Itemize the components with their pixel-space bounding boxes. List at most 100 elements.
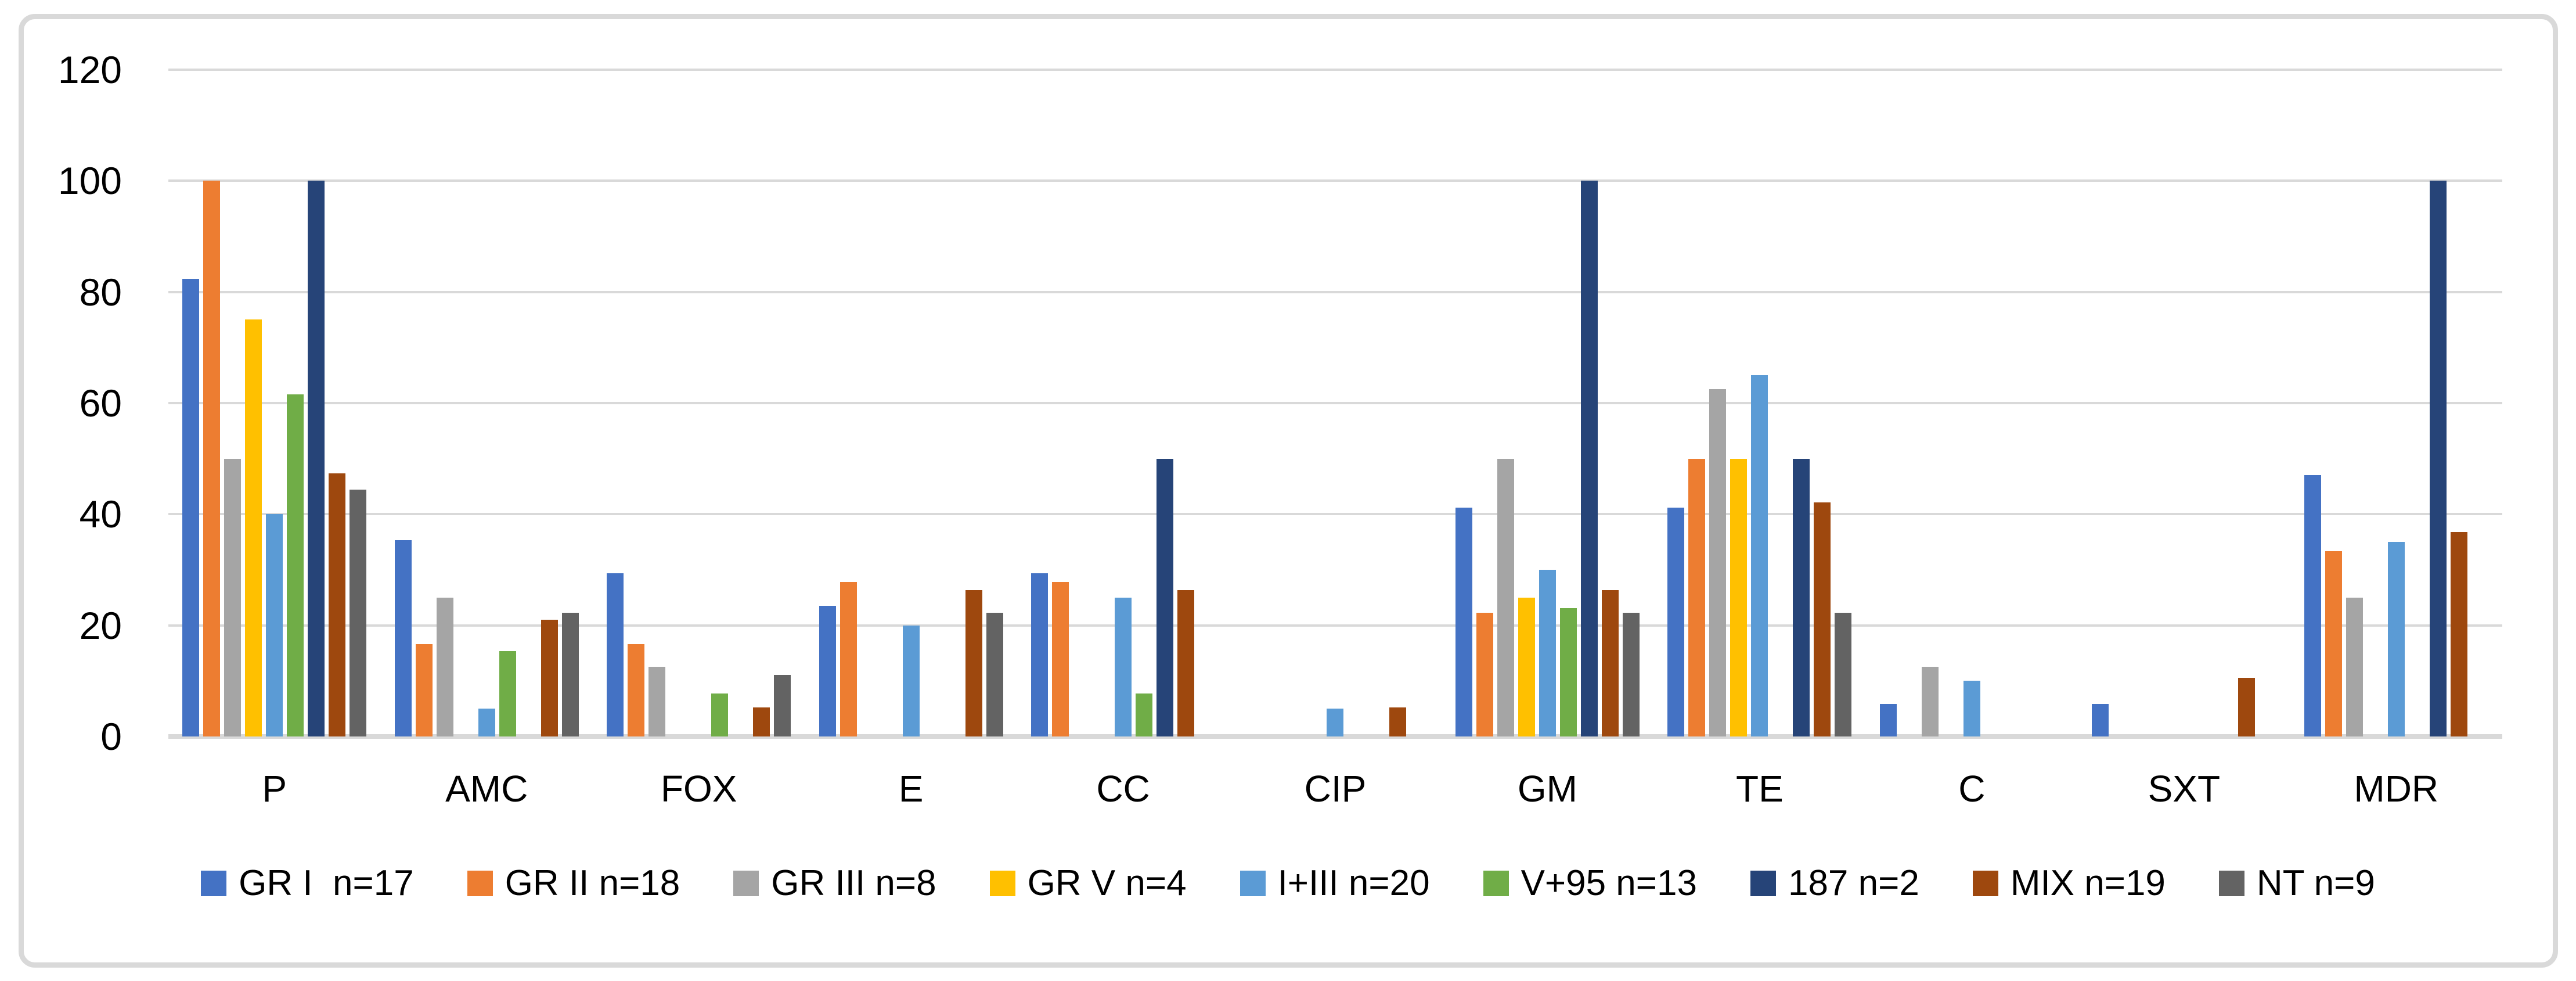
legend-label: GR III n=8 (771, 863, 936, 903)
bar-gr-amc (415, 644, 433, 736)
bar-group-amc (380, 70, 592, 736)
legend-item-gr: GR I n=17 (201, 863, 414, 904)
legend-swatch (201, 871, 227, 896)
legend-label: V+95 n=13 (1521, 863, 1697, 903)
bar-gr-gm (1476, 613, 1493, 736)
bar-i+iii-cip (1327, 709, 1344, 736)
bar-gr-p (245, 319, 262, 736)
bar-group-e (805, 70, 1017, 736)
bar-group-fox (593, 70, 805, 736)
bar-gr-gm (1518, 598, 1535, 736)
bar-i+iii-cc (1115, 598, 1132, 736)
x-category-label: TE (1736, 768, 1784, 810)
gridline (168, 402, 2502, 404)
bar-group-gm (1442, 70, 1653, 736)
bar-gr-c (1879, 704, 1897, 736)
bar-gr-p (224, 459, 242, 736)
legend-swatch (467, 871, 493, 896)
bar-gr-te (1730, 459, 1748, 736)
bar-gr-cc (1031, 573, 1049, 736)
bar-mix-amc (541, 620, 558, 736)
bar-gr-mdr (2304, 475, 2321, 736)
legend-label: GR V n=4 (1027, 863, 1187, 903)
bar-nt-p (350, 490, 367, 736)
bar-mix-sxt (2238, 678, 2256, 736)
legend-item-v+95: V+95 n=13 (1483, 863, 1697, 904)
bar-nt-e (986, 613, 1003, 736)
x-category-label: CC (1096, 768, 1150, 810)
y-tick-label: 60 (79, 382, 122, 425)
bar-mix-gm (1601, 590, 1619, 736)
gridline (168, 734, 2502, 739)
bar-mix-te (1814, 502, 1831, 736)
legend-swatch (989, 871, 1015, 896)
gridline (168, 179, 2502, 182)
legend-label: 187 n=2 (1788, 863, 1919, 903)
legend-item-i+iii: I+III n=20 (1240, 863, 1430, 904)
bar-gr-e (819, 606, 836, 736)
bar-gr-mdr (2346, 598, 2363, 736)
x-category-label: GM (1517, 768, 1577, 810)
bar-group-c (1866, 70, 2078, 736)
x-category-label: MDR (2354, 768, 2439, 810)
bar-v+95-gm (1559, 608, 1577, 736)
legend-item-gr: GR III n=8 (733, 863, 936, 904)
legend-swatch (2218, 871, 2244, 896)
bar-group-sxt (2078, 70, 2290, 736)
bar-gr-mdr (2325, 551, 2342, 736)
legend-label: MIX n=19 (2010, 863, 2166, 903)
bar-v+95-cc (1136, 693, 1153, 736)
bar-group-p (168, 70, 380, 736)
bar-group-cip (1229, 70, 1441, 736)
bar-gr-gm (1455, 508, 1472, 736)
y-tick-label: 80 (79, 270, 122, 314)
bar-v+95-p (287, 394, 304, 736)
y-tick-label: 20 (79, 603, 122, 647)
bar-gr-fox (607, 573, 624, 736)
bar-i+iii-te (1751, 375, 1768, 736)
bar-nt-fox (774, 675, 791, 736)
gridline (168, 290, 2502, 293)
legend-item-nt: NT n=9 (2218, 863, 2375, 904)
legend-item-gr: GR II n=18 (467, 863, 680, 904)
bar-187-p (308, 181, 325, 736)
bar-gr-gm (1497, 459, 1514, 736)
bar-gr-c (1921, 667, 1939, 736)
legend: GR I n=17 GR II n=18 GR III n=8 GR V n=4 I+I… (0, 863, 2576, 904)
bar-187-mdr (2429, 181, 2447, 736)
bar-mix-e (965, 590, 982, 736)
x-category-label: SXT (2148, 768, 2221, 810)
bar-i+iii-p (266, 514, 283, 736)
bar-gr-te (1688, 459, 1706, 736)
bar-v+95-amc (499, 651, 516, 736)
bar-nt-amc (561, 613, 579, 736)
bar-gr-te (1667, 508, 1685, 736)
bar-group-te (1653, 70, 1865, 736)
gridline (168, 513, 2502, 516)
x-category-label: E (898, 768, 924, 810)
bar-group-mdr (2290, 70, 2502, 736)
legend-swatch (1240, 871, 1266, 896)
bar-i+iii-mdr (2387, 542, 2405, 736)
bar-187-gm (1580, 181, 1598, 736)
legend-swatch (1972, 871, 1998, 896)
x-category-label: P (262, 768, 287, 810)
legend-label: NT n=9 (2256, 863, 2375, 903)
x-category-label: AMC (445, 768, 528, 810)
plot-area (168, 69, 2502, 739)
legend-label: I+III n=20 (1277, 863, 1430, 903)
bar-gr-te (1709, 389, 1727, 736)
bar-i+iii-gm (1539, 570, 1556, 736)
legend-item-mix: MIX n=19 (1972, 863, 2166, 904)
bar-gr-p (182, 279, 200, 736)
x-category-label: FOX (660, 768, 737, 810)
bar-nt-te (1835, 613, 1852, 736)
legend-swatch (1483, 871, 1509, 896)
bar-187-cc (1157, 459, 1174, 736)
bar-gr-p (203, 181, 221, 736)
gridline (168, 624, 2502, 627)
bar-nt-gm (1622, 613, 1640, 736)
bar-mix-cc (1177, 590, 1195, 736)
legend-label: GR II n=18 (505, 863, 680, 903)
